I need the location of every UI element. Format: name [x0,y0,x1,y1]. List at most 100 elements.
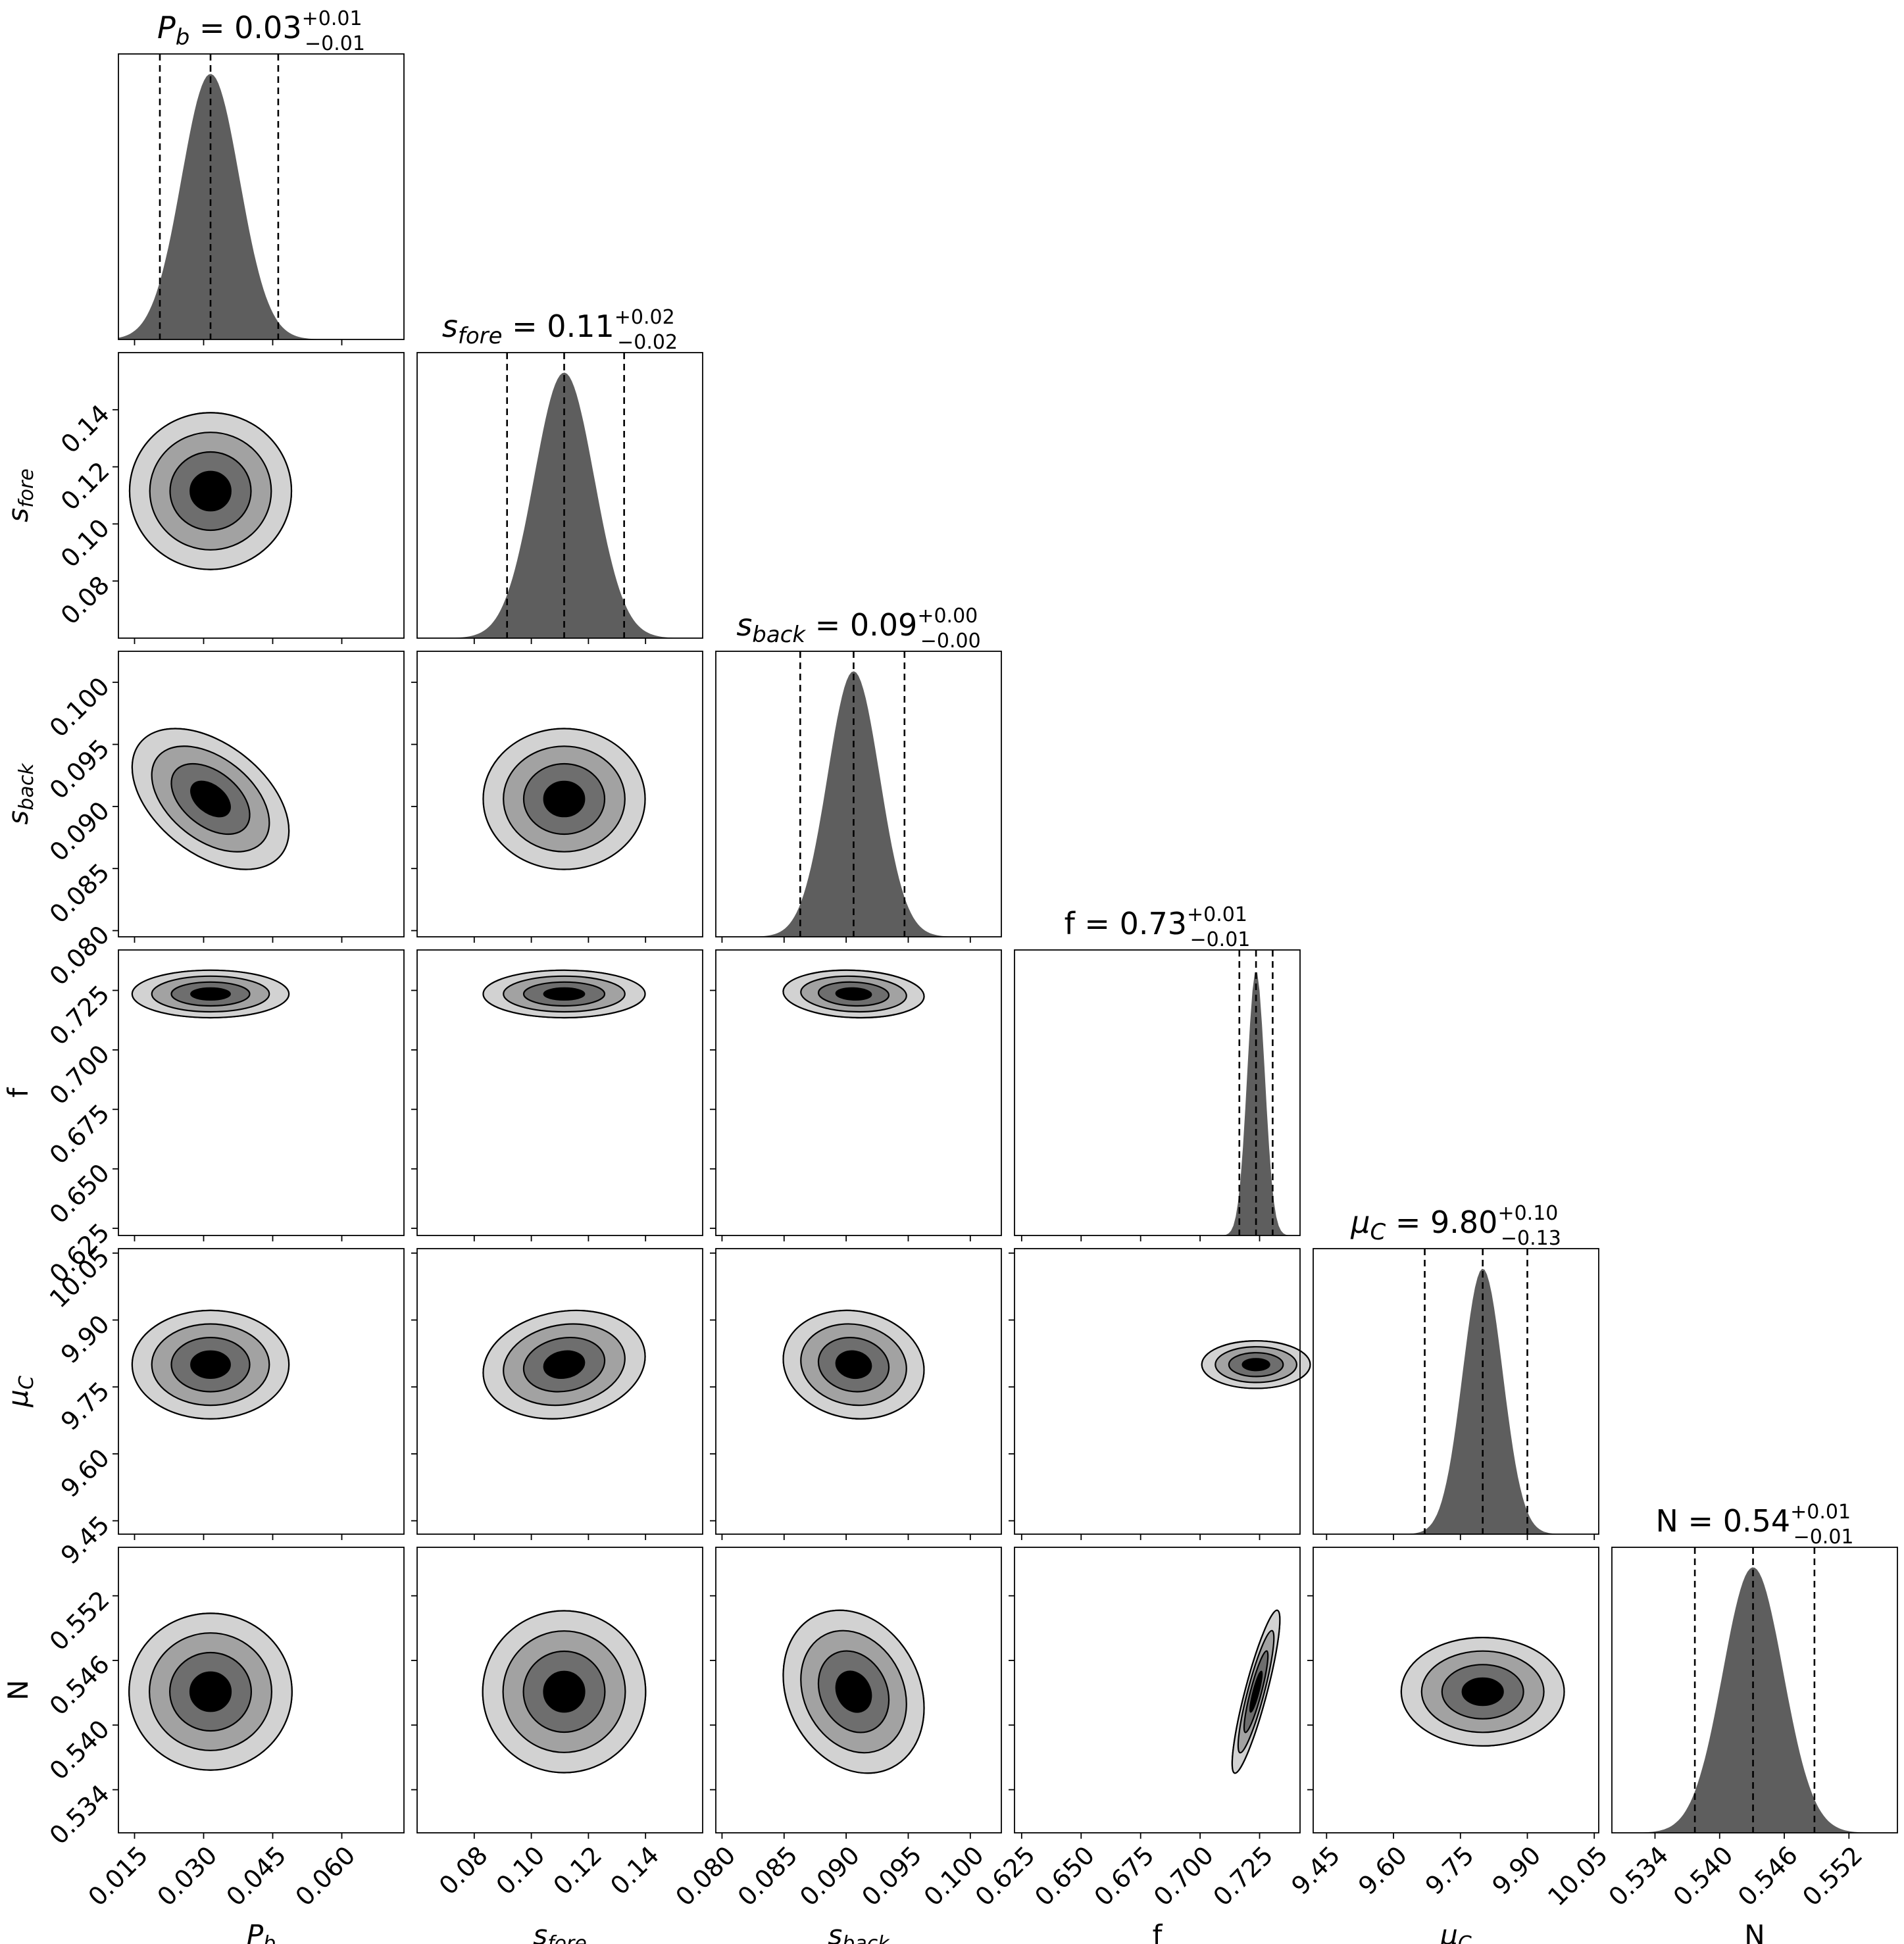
panel-frame [1313,1547,1599,1833]
y-axis-label-sfore: sfore [2,468,38,522]
x-tick-label-Pb: 0.060 [289,1841,361,1912]
contour-level-1 [190,780,231,818]
x-axis-label-sback: sback [828,1919,890,1944]
x-tick-label-muC: 9.90 [1487,1841,1547,1901]
panel-frame [715,1248,1002,1535]
contour-level-1 [190,1350,231,1379]
x-axis-label-sfore: sfore [533,1919,587,1944]
marginal-density-sfore [417,372,703,638]
x-tick-label-f: 0.700 [1148,1841,1219,1912]
title-sback: sback = 0.09+0.00 −0.00 [736,605,980,653]
x-axis-label-Pb: Pb [247,1919,276,1944]
y-tick-label-N: 0.552 [44,1585,115,1656]
title-N: N = 0.54+0.01 −0.01 [1655,1501,1853,1549]
y-tick-label-sback: 0.090 [44,796,115,867]
x-tick-label-sback: 0.085 [732,1841,803,1912]
contour-level-1 [835,987,872,1001]
contour-level-1 [189,1671,232,1712]
y-tick-label-f: 0.700 [44,1039,115,1110]
panel-frame [118,352,405,639]
x-tick-label-Pb: 0.015 [82,1841,153,1912]
hist-panel-Pb: Pb = 0.03+0.01 −0.01 [118,7,405,345]
y-tick-label-muC: 9.75 [55,1376,115,1436]
x-tick-label-f: 0.650 [1029,1841,1100,1912]
panel-frame [1014,1547,1301,1833]
y-tick-label-sback: 0.095 [44,734,115,805]
contour-panel-f-vs-sback [710,949,1002,1241]
panel-frame [416,1248,703,1535]
y-tick-label-sfore: 0.10 [55,513,115,573]
y-axis-label-muC: μC [2,1376,38,1408]
panel-frame [715,651,1002,937]
x-tick-label-muC: 9.60 [1353,1841,1413,1901]
panel-frame [416,651,703,937]
y-tick-label-N: 0.540 [44,1714,115,1785]
panel-frame [1014,949,1301,1236]
x-tick-label-f: 0.675 [1089,1841,1160,1912]
panel-frame [416,949,703,1236]
contour-panel-f-vs-sfore [411,949,703,1241]
y-tick-label-sback: 0.100 [44,672,115,743]
hist-panel-sfore: sfore = 0.11+0.02 −0.02 [416,306,703,644]
x-tick-label-N: 0.546 [1732,1841,1803,1912]
y-tick-label-f: 0.650 [44,1158,115,1229]
x-tick-label-muC: 9.45 [1286,1841,1345,1901]
y-tick-label-muC: 9.60 [55,1443,115,1503]
y-tick-label-sback: 0.080 [44,920,115,991]
marginal-density-f [1015,972,1300,1235]
panel-frame [416,352,703,639]
x-tick-label-N: 0.534 [1603,1841,1674,1912]
marginal-density-N [1612,1567,1897,1833]
contour-level-1 [543,1670,586,1713]
panel-frame [118,1248,405,1535]
contour-panel-muC-vs-f [1009,1248,1311,1540]
hist-panel-sback: sback = 0.09+0.00 −0.00 [715,605,1002,943]
x-tick-label-sfore: 0.08 [434,1841,493,1901]
y-tick-label-muC: 9.90 [55,1309,115,1369]
x-axis-label-f: f [1153,1919,1163,1944]
x-tick-label-sback: 0.095 [856,1841,927,1912]
y-axis-label-sback: sback [2,762,38,825]
x-axis-label-N: N [1744,1919,1765,1944]
contour-level-1 [1249,1670,1263,1713]
contour-level-1 [190,987,231,1001]
x-tick-label-f: 0.725 [1207,1841,1278,1912]
marginal-density-Pb [118,74,404,339]
panel-frame [715,1547,1002,1833]
y-tick-label-muC: 9.45 [55,1510,115,1570]
contour-level-1 [543,987,586,1001]
contour-panel-muC-vs-sback [710,1248,1002,1540]
contour-level-1 [543,780,586,818]
contour-level-1 [189,470,232,512]
marginal-density-sback [716,671,1001,937]
y-tick-label-f: 0.725 [44,980,115,1051]
contour-panel-N-vs-sfore: 0.080.100.120.14 [411,1547,703,1901]
y-tick-label-sfore: 0.14 [55,399,115,459]
y-tick-label-sfore: 0.08 [55,570,115,630]
contour-panel-sback-vs-sfore [411,651,703,943]
x-tick-label-Pb: 0.030 [151,1841,222,1912]
y-axis-label-f: f [2,1087,34,1097]
y-tick-label-sback: 0.085 [44,858,115,929]
contour-panel-sfore-vs-Pb: 0.080.100.120.14 [55,352,405,644]
x-tick-label-N: 0.552 [1797,1841,1868,1912]
hist-panel-f: f = 0.73+0.01 −0.01 [1014,903,1301,1241]
y-axis-label-N: N [2,1680,34,1700]
y-tick-label-N: 0.546 [44,1650,115,1721]
panel-frame [416,1547,703,1833]
x-tick-label-Pb: 0.045 [220,1841,291,1912]
x-tick-label-f: 0.625 [970,1841,1041,1912]
panel-frame [118,949,405,1236]
panel-frame [118,1547,405,1833]
panel-frame [1313,1248,1599,1535]
hist-panel-muC: μC = 9.80+0.10 −0.13 [1313,1202,1599,1540]
panel-frame [1611,1547,1898,1833]
contour-level-1 [835,1350,872,1380]
